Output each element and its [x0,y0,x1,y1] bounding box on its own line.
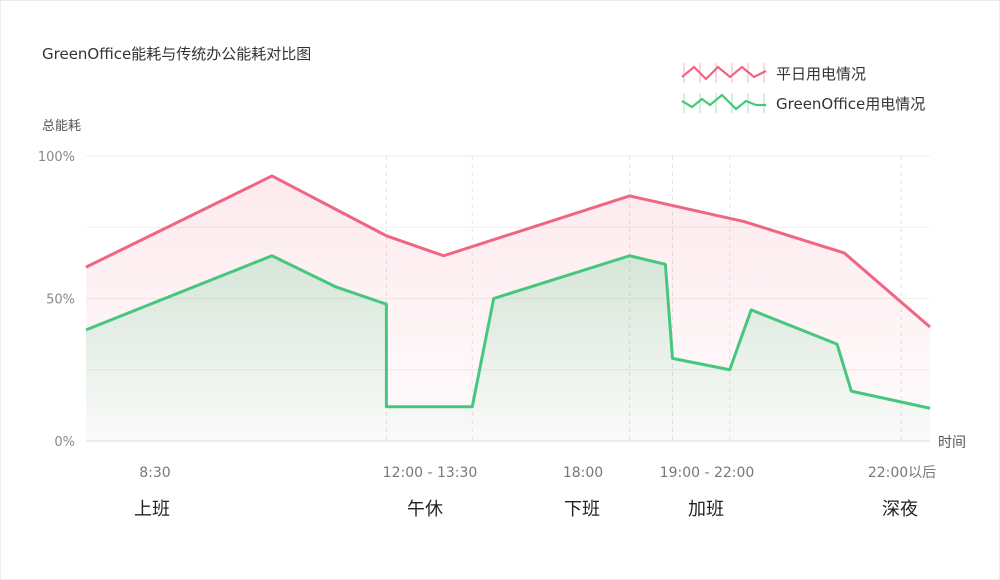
phase-label: 上班 [134,499,170,520]
legend-item-weekday[interactable]: 平日用电情况 [680,58,925,88]
phase-label: 下班 [564,499,600,520]
y-tick-label: 50% [46,293,75,308]
phase-label: 午休 [407,499,443,520]
legend-swatch-weekday [681,63,767,83]
legend-label-greenoffice: GreenOffice用电情况 [776,94,926,113]
legend: 平日用电情况 GreenOffice用电情况 [680,58,925,118]
series-line-weekday [85,174,931,329]
y-axis-label: 总能耗 [42,119,82,134]
x-tick-label: 19:00 - 22:00 [660,465,755,481]
x-axis-label: 时间 [938,435,966,451]
legend-swatch-greenoffice [681,93,766,113]
series-area-greenoffice [86,255,930,441]
series-line-greenoffice [85,254,931,410]
legend-label-weekday: 平日用电情况 [776,64,867,83]
legend-item-greenoffice[interactable]: GreenOffice用电情况 [680,88,925,118]
y-tick-label: 100% [38,150,75,165]
chart-title: GreenOffice能耗与传统办公能耗对比图 [42,45,312,63]
x-tick-label: 22:00以后 [868,465,936,481]
x-tick-label: 12:00 - 13:30 [383,465,478,481]
phase-label: 加班 [688,499,724,520]
x-tick-label: 8:30 [139,465,170,481]
x-tick-label: 18:00 [563,465,603,481]
phase-label: 深夜 [882,499,918,520]
y-tick-label: 0% [54,435,75,450]
